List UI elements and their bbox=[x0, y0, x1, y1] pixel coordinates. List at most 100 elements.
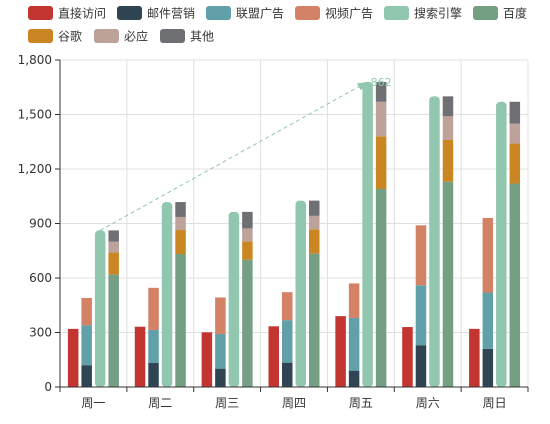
bar bbox=[415, 225, 427, 286]
bar bbox=[482, 348, 494, 387]
bar bbox=[402, 327, 413, 387]
bar bbox=[482, 218, 494, 293]
bar bbox=[94, 230, 106, 387]
bars bbox=[67, 81, 521, 388]
bar bbox=[375, 188, 387, 387]
bar bbox=[496, 101, 507, 388]
legend-swatch bbox=[473, 6, 498, 20]
bar bbox=[348, 317, 360, 371]
bar bbox=[148, 363, 159, 387]
bar bbox=[108, 274, 119, 387]
bar bbox=[375, 101, 387, 137]
legend-label: 视频广告 bbox=[325, 6, 373, 21]
bar bbox=[81, 297, 92, 326]
bar bbox=[348, 370, 360, 387]
legend-swatch bbox=[384, 6, 409, 20]
bar bbox=[482, 292, 494, 349]
bar bbox=[282, 292, 293, 321]
legend-swatch bbox=[160, 29, 185, 43]
bar bbox=[335, 316, 346, 387]
bar bbox=[509, 183, 521, 387]
bar bbox=[175, 202, 186, 217]
legend-label: 搜索引擎 bbox=[414, 6, 462, 21]
bar bbox=[415, 285, 427, 346]
legend-label: 百度 bbox=[503, 6, 527, 21]
bar bbox=[309, 229, 320, 254]
bar bbox=[81, 365, 92, 387]
bar bbox=[148, 287, 159, 330]
legend-swatch bbox=[28, 6, 53, 20]
legend-label: 必应 bbox=[124, 29, 148, 44]
legend-label: 邮件营销 bbox=[147, 7, 195, 21]
legend-label: 其他 bbox=[190, 30, 214, 44]
bar bbox=[161, 202, 173, 387]
annotation-arrowhead bbox=[356, 81, 368, 91]
annotation-line bbox=[99, 83, 364, 231]
legend-swatch bbox=[94, 29, 119, 43]
bar bbox=[148, 329, 159, 364]
x-tick-label: 周五 bbox=[349, 396, 373, 410]
legend-item: 必应 bbox=[94, 29, 148, 44]
annotation-label: 862 bbox=[371, 76, 392, 89]
bar bbox=[309, 200, 320, 216]
legend-item: 联盟广告 bbox=[206, 6, 284, 21]
bar bbox=[201, 332, 213, 387]
bar bbox=[509, 101, 521, 124]
y-tick-label: 600 bbox=[29, 271, 52, 285]
bar bbox=[175, 230, 186, 255]
y-tick-label: 1,500 bbox=[18, 108, 52, 122]
bar bbox=[362, 81, 373, 388]
legend-swatch bbox=[295, 6, 320, 20]
bar bbox=[509, 143, 521, 184]
legend-item: 谷歌 bbox=[28, 29, 82, 44]
bar bbox=[375, 81, 387, 102]
bar bbox=[375, 136, 387, 189]
y-tick-label: 300 bbox=[29, 326, 52, 340]
y-tick-label: 0 bbox=[44, 380, 52, 394]
bar bbox=[242, 211, 253, 229]
axes: 0 300 600 900 1,200 1,500 1,800 周一 周二 周三 周四 周五 周六 周日 bbox=[18, 53, 529, 410]
bar bbox=[348, 283, 360, 318]
legend-item: 直接访问 bbox=[28, 6, 106, 21]
legend-item: 邮件营销 bbox=[117, 6, 195, 21]
bar bbox=[282, 320, 293, 363]
bar bbox=[509, 123, 521, 144]
bar bbox=[469, 328, 480, 387]
legend-item: 视频广告 bbox=[295, 6, 373, 21]
grid bbox=[60, 59, 529, 387]
bar bbox=[442, 116, 454, 140]
bar bbox=[108, 241, 119, 253]
x-tick-label: 周二 bbox=[148, 396, 172, 410]
legend-swatch bbox=[206, 6, 231, 20]
legend-swatch bbox=[117, 6, 142, 20]
bar bbox=[242, 259, 253, 387]
y-tick-label: 1,200 bbox=[18, 162, 52, 176]
bar bbox=[215, 368, 226, 387]
bar bbox=[108, 252, 119, 275]
x-tick-label: 周四 bbox=[282, 396, 306, 410]
bar bbox=[442, 139, 454, 182]
bar bbox=[242, 241, 253, 260]
bar bbox=[175, 216, 186, 231]
bar bbox=[228, 211, 240, 387]
annotation: 862 bbox=[99, 76, 392, 231]
y-tick-label: 1,800 bbox=[18, 53, 52, 67]
bar bbox=[108, 230, 119, 242]
legend-swatch bbox=[28, 29, 53, 43]
bar bbox=[295, 200, 306, 387]
bar bbox=[282, 362, 293, 387]
bar bbox=[309, 253, 320, 387]
y-tick-label: 900 bbox=[29, 217, 52, 231]
x-tick-label: 周日 bbox=[483, 396, 507, 410]
bar bbox=[268, 326, 279, 387]
x-tick-label: 周三 bbox=[215, 396, 239, 410]
legend-item: 搜索引擎 bbox=[384, 6, 462, 21]
bar bbox=[134, 326, 146, 387]
legend-label: 直接访问 bbox=[58, 6, 106, 21]
bar bbox=[215, 333, 226, 369]
legend-item: 百度 bbox=[473, 6, 527, 21]
legend-item: 其他 bbox=[160, 29, 214, 44]
